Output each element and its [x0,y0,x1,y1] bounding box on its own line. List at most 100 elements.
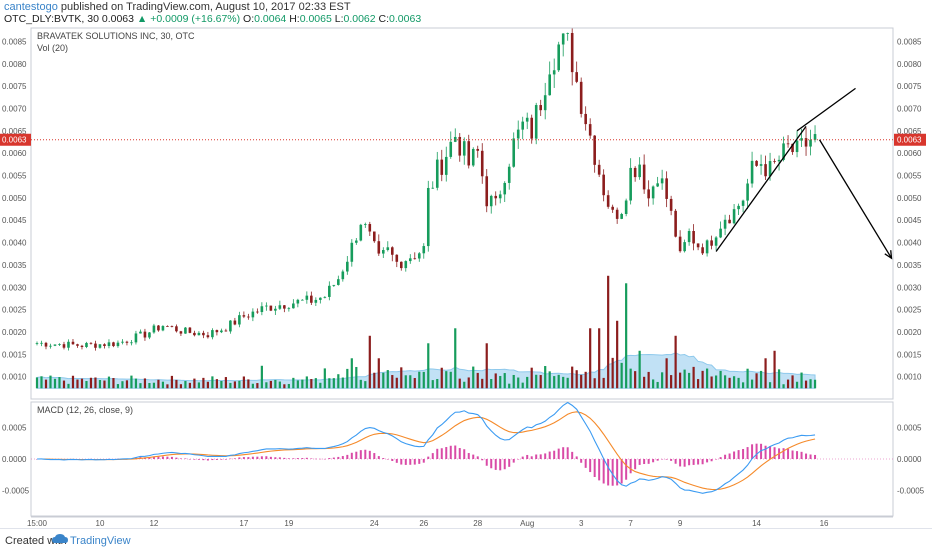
candle [53,344,57,346]
volume-bar [404,375,407,389]
macd-histogram-bar [796,451,799,459]
volume-bar [485,343,488,389]
time-tick-label: 19 [284,519,293,528]
last-price: 0.0063 [101,13,134,25]
macd-histogram-bar [742,448,745,459]
candle [390,247,394,255]
volume-bar [526,376,529,389]
volume-bar [107,376,111,389]
candle [606,195,610,207]
volume-bar [607,275,610,389]
macd-histogram-bar [422,459,425,463]
macd-histogram-bar [670,459,673,461]
macd-histogram-bar [652,459,655,463]
price-tick-label-right: 0.0085 [897,37,922,46]
candle [777,159,781,162]
candle [561,33,565,45]
volume-bar [139,383,142,389]
candle [570,32,574,73]
macd-histogram-bar [229,458,232,460]
volume-bar [256,383,259,389]
macd-histogram-bar [593,459,596,478]
macd-histogram-bar [170,456,173,459]
volume-bar [616,320,619,389]
publish-line: cantestogo published on TradingView.com,… [4,1,351,13]
candle [134,333,138,343]
macd-histogram-bar [332,457,335,459]
volume-bar [314,378,317,389]
macd-histogram-bar [782,448,785,459]
volume-bar [152,382,156,389]
macd-histogram-bar [409,459,412,465]
volume-bar [535,374,538,389]
candle [575,72,578,82]
macd-histogram-bar [805,453,808,459]
macd-histogram-bar [620,459,623,484]
price-tick-label-right: 0.0080 [897,60,922,69]
candle [143,331,147,338]
volume-bar [539,375,542,389]
time-tick-label: 3 [579,519,584,528]
author-link[interactable]: cantestogo [4,1,58,13]
candle [530,117,534,139]
candle [328,285,331,297]
footer: Created with TradingView [0,528,932,551]
candle [116,342,120,347]
volume-bar [391,375,394,389]
candle [642,164,646,190]
macd-histogram-bar [382,458,385,459]
macd-line [36,401,816,494]
volume-bar [409,375,412,389]
volume-bar [553,376,556,389]
candle [139,331,142,334]
volume-bar [625,283,628,389]
candle [238,315,241,325]
time-tick-label: 26 [419,519,428,528]
symbol: OTC_DLY:BVTK, 30 [4,13,99,25]
volume-bar [715,375,718,389]
macd-histogram-bar [706,459,709,463]
volume-bar [670,375,673,389]
volume-bar [202,377,205,389]
macd-histogram-bar [265,456,268,459]
volume-bar [750,379,754,389]
price-tick-label-right: 0.0015 [897,350,922,359]
volume-bar [683,369,686,389]
volume-bar [247,379,250,389]
tradingview-brand[interactable]: TradingView [70,535,131,547]
macd-histogram-bar [679,459,682,467]
macd-histogram-bar [539,454,542,459]
macd-histogram-bar [625,459,628,480]
candle [125,341,129,343]
candle [404,261,408,269]
candle [148,332,151,338]
volume-bar [701,370,704,389]
trend-line [796,87,856,132]
macd-histogram-bar [616,459,619,486]
volume-bar [620,362,623,389]
macd-histogram-bar [157,456,160,459]
macd-histogram-bar [661,458,664,460]
volume-bar [584,371,587,389]
volume-bar [494,373,497,389]
macd-histogram-bar [260,456,263,459]
volume-bar [161,381,165,389]
candle [368,224,372,232]
volume-bar [512,374,515,389]
candle [310,295,313,303]
candle [687,231,691,243]
macd-histogram-bar [688,459,691,466]
price-tick-label-left: 0.0075 [2,82,27,91]
macd-histogram-bar [544,453,547,459]
volume-bar [197,382,201,389]
volume-bar [166,384,169,389]
macd-histogram-bar [319,458,322,460]
candle [426,187,430,247]
volume-bar [373,372,376,389]
price-chart[interactable]: 0.0085 0.0085 0.0080 0.0080 0.0075 0.0075 0.00… [0,26,932,528]
macd-histogram-bar [485,459,488,466]
time-tick-label: 24 [370,519,379,528]
candle [458,136,462,156]
candle [710,240,713,246]
created-with: Created with [5,535,67,547]
